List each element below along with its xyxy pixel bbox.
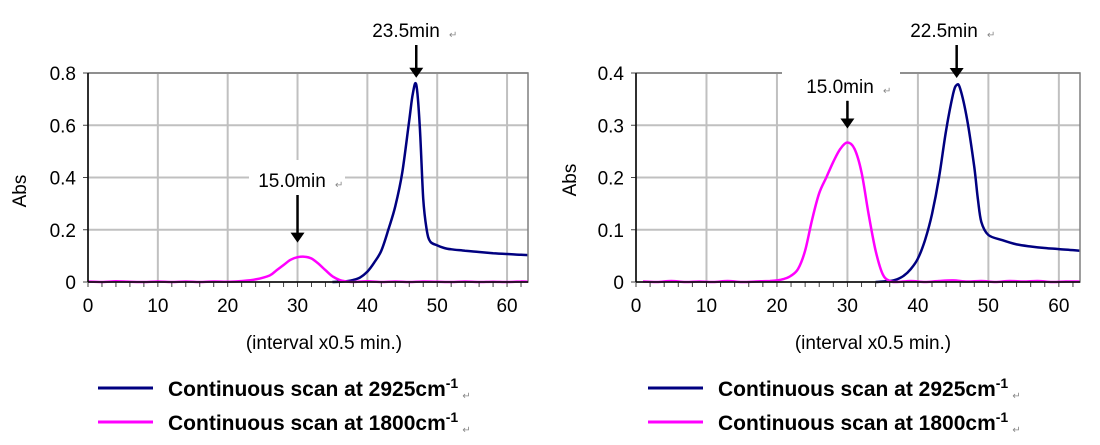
right-chart-y-axis-label: Abs	[560, 164, 581, 197]
left-chart-x-tick-label: 20	[217, 296, 238, 317]
right-chart-frame	[631, 72, 1081, 287]
left-legend-label-2925: Continuous scan at 2925cm-1	[168, 375, 458, 401]
left-chart-x-ticks: 0 10 20 30 40 50 60	[83, 296, 518, 317]
left-legend-superscript: -1	[446, 409, 459, 425]
right-chart-x-ticks: 0 10 20 30 40 50 60	[631, 296, 1070, 317]
left-chart-annotation-background	[249, 160, 345, 196]
left-chart-annotation-background	[363, 5, 452, 45]
left-chart-annotations: 23.5min ↵ 15.0min ↵	[249, 5, 457, 243]
right-chart-x-axis-label: (interval x0.5 min.)	[795, 333, 951, 354]
left-legend: Continuous scan at 2925cm-1 ↵ Continuous s…	[98, 375, 471, 436]
left-chart-x-axis-label: (interval x0.5 min.)	[246, 333, 402, 354]
right-chart-annotation-background	[782, 60, 900, 100]
right-chart-x-tick-label: 10	[696, 296, 717, 317]
left-legend-superscript: -1	[446, 375, 459, 391]
left-chart-x-tick-label: 30	[287, 296, 308, 317]
right-chart-y-tick-label: 0.4	[598, 64, 625, 85]
left-chart-paragraph-mark: ↵	[449, 30, 457, 41]
left-legend-paragraph-mark: ↵	[462, 391, 470, 402]
right-chart-y-tick-label: 0.3	[598, 116, 624, 137]
right-legend-superscript: -1	[996, 375, 1009, 391]
left-chart-y-ticks: 0 0.2 0.4 0.6 0.8	[50, 64, 77, 294]
left-legend-paragraph-mark: ↵	[462, 425, 470, 436]
right-legend-paragraph-mark: ↵	[1012, 425, 1020, 436]
right-chart-x-tick-label: 50	[978, 296, 999, 317]
right-chart-peak-arrow-head	[840, 118, 855, 129]
right-chart-y-tick-label: 0	[613, 273, 624, 294]
right-chart-y-tick-label: 0.1	[598, 221, 624, 242]
right-chart-x-tick-label: 30	[837, 296, 858, 317]
left-chart-x-tick-label: 50	[427, 296, 448, 317]
left-chart-series-2925-line	[332, 81, 529, 284]
right-chart-x-tick-label: 40	[907, 296, 928, 317]
left-chart-peak-label: 15.0min	[258, 171, 326, 192]
left-chart-paragraph-mark: ↵	[335, 180, 343, 191]
left-chart-peak-arrow-head	[290, 232, 305, 243]
right-chart-grid	[636, 72, 1080, 282]
left-chart-y-tick-label: 0.2	[50, 221, 76, 242]
right-chart-series-1800-line	[642, 141, 1081, 284]
left-chart-x-tick-label: 10	[147, 296, 168, 317]
right-chart-y-ticks: 0 0.1 0.2 0.3 0.4	[598, 64, 625, 294]
left-chart-y-tick-label: 0.8	[50, 64, 76, 85]
left-chart-series-1800-line	[87, 255, 529, 284]
right-chart-peak-arrow-head	[949, 68, 964, 79]
left-chart-peak-label: 23.5min	[372, 21, 440, 42]
left-chart-x-tick-label: 60	[496, 296, 517, 317]
left-chart-frame	[83, 72, 529, 287]
right-legend-label-1800: Continuous scan at 1800cm-1	[718, 409, 1008, 435]
right-chart-paragraph-mark: ↵	[987, 30, 995, 41]
left-chart-y-tick-label: 0.6	[50, 116, 76, 137]
right-chart-series-2925-line	[875, 82, 1081, 284]
right-chart-x-tick-label: 20	[766, 296, 787, 317]
right-chart-peak-label: 22.5min	[910, 21, 978, 42]
right-chart-x-tick-label: 0	[631, 296, 642, 317]
right-legend: Continuous scan at 2925cm-1 ↵ Continuous s…	[648, 375, 1021, 436]
right-chart-annotations: 22.5min ↵ 15.0min ↵	[782, 5, 995, 129]
right-chart-peak-label: 15.0min	[806, 77, 874, 98]
right-chart-series	[642, 82, 1081, 284]
left-chart-x-tick-label: 0	[83, 296, 94, 317]
right-chart-paragraph-mark: ↵	[883, 86, 891, 97]
right-legend-label-2925: Continuous scan at 2925cm-1	[718, 375, 1008, 401]
left-chart-y-tick-label: 0.4	[50, 169, 77, 190]
left-chart-x-tick-label: 40	[357, 296, 378, 317]
right-chart-y-tick-label: 0.2	[598, 169, 624, 190]
right-legend-paragraph-mark: ↵	[1012, 391, 1020, 402]
left-legend-label-1800: Continuous scan at 1800cm-1	[168, 409, 458, 435]
right-chart-annotation-background	[900, 5, 990, 45]
left-chart-y-tick-label: 0	[65, 273, 76, 294]
right-legend-superscript: -1	[996, 409, 1009, 425]
right-chart-x-tick-label: 60	[1048, 296, 1069, 317]
left-chart-peak-arrow-head	[409, 67, 424, 78]
left-chart: 0 10 20 30 40 50 60 0 0.2 0.4 0.6 0.8 23.5min ↵ 15.0…	[10, 5, 529, 354]
right-chart: 0 10 20 30 40 50 60 0 0.1 0.2 0.3 0.4 22.5min ↵ 15.0…	[560, 5, 1081, 354]
left-chart-y-axis-label: Abs	[10, 175, 31, 208]
